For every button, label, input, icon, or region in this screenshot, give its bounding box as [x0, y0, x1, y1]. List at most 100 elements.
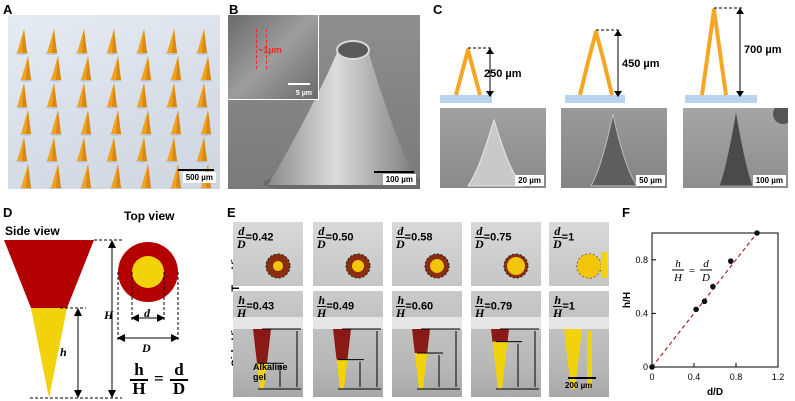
- svg-text:H: H: [673, 272, 683, 284]
- needle: [16, 137, 28, 163]
- data-point: [754, 230, 760, 236]
- needle: [46, 83, 58, 109]
- e-side-photo: h H =0.49: [313, 291, 383, 397]
- alkaline-gel-label: Alkaline gel: [253, 362, 288, 382]
- e-hH-ratio: h H =0.79: [475, 293, 513, 320]
- e-dD-ratio: d D =0.42: [237, 224, 274, 251]
- panel-label-e: E: [227, 205, 236, 220]
- side-cone-red: [4, 240, 94, 308]
- e-top-photo: d D =0.50: [313, 222, 383, 286]
- needle: [110, 56, 122, 82]
- panel-label-d: D: [3, 205, 13, 220]
- needle: [76, 137, 88, 163]
- x-axis-label: d/D: [707, 387, 723, 398]
- y-tick-label: 0.4: [635, 308, 648, 318]
- base-1: [440, 95, 492, 103]
- top-circle-yellow: [132, 256, 164, 288]
- x-tick-label: 0.4: [688, 372, 701, 382]
- needle: [110, 164, 122, 189]
- panel-c-sem-1: 20 µm: [440, 108, 546, 188]
- e-top-photo: d D =0.58: [392, 222, 462, 286]
- needle: [166, 83, 178, 109]
- needle: [20, 56, 32, 82]
- panel-a-scale-bar: [178, 169, 214, 171]
- svg-text:=: =: [689, 265, 695, 277]
- side-cone-yellow: [31, 308, 67, 398]
- e-top-photo: d D =0.75: [471, 222, 541, 286]
- d-symbol-D: D: [142, 341, 151, 355]
- needle: [80, 56, 92, 82]
- e-hH-ratio: h H =0.60: [396, 293, 434, 320]
- side-view-title: Side view: [5, 224, 60, 238]
- x-tick-label: 0.8: [730, 372, 743, 382]
- needle: [140, 110, 152, 136]
- needle: [200, 56, 212, 82]
- e-top-photo: d D =0.42: [233, 222, 303, 286]
- inset-annotation: ~1μm: [258, 45, 282, 55]
- needle: [20, 164, 32, 189]
- needle: [196, 29, 208, 55]
- e-top-photo: d D =1: [549, 222, 609, 286]
- eq-den-right: D: [172, 379, 186, 398]
- needle: [196, 137, 208, 163]
- d-symbol-H: H: [104, 308, 114, 322]
- top-view-title: Top view: [124, 209, 175, 223]
- needle: [50, 164, 62, 189]
- panel-b-scale-bar: [374, 171, 414, 173]
- x-tick-label: 0: [649, 372, 654, 382]
- cone-outline-2: [578, 30, 614, 96]
- inset-dashed-line-2: [266, 29, 267, 69]
- c2-scale: 50 µm: [636, 175, 665, 186]
- needle: [110, 110, 122, 136]
- needle: [140, 164, 152, 189]
- e-hH-ratio: h H =0.43: [237, 293, 275, 320]
- y-tick-label: 0.8: [635, 255, 648, 265]
- needle: [106, 29, 118, 55]
- svg-text:h: h: [675, 258, 681, 270]
- panel-b-sem: ~1μm 5 µm 100 µm: [228, 15, 420, 189]
- y-tick-label: 0: [643, 362, 648, 372]
- needle: [76, 29, 88, 55]
- e-hH-ratio: h H =0.49: [317, 293, 355, 320]
- base-2: [565, 95, 625, 103]
- d-equation: h H = d D: [128, 360, 198, 400]
- cone-outline-3: [700, 8, 728, 96]
- panel-c-diagram: [440, 7, 757, 103]
- needle: [16, 29, 28, 55]
- base-3: [685, 95, 757, 103]
- inset-scale-bar: [288, 83, 310, 85]
- height-label-3: 700 µm: [744, 44, 782, 56]
- needle: [80, 164, 92, 189]
- needle: [200, 110, 212, 136]
- needle: [136, 137, 148, 163]
- cone-outline-1: [454, 48, 482, 96]
- panel-b-inset: ~1μm 5 µm: [228, 15, 319, 100]
- y-axis-label: h/H: [622, 292, 633, 308]
- needle: [136, 83, 148, 109]
- needle: [170, 110, 182, 136]
- needle: [106, 83, 118, 109]
- needle: [170, 164, 182, 189]
- eq-num-right: d: [174, 360, 184, 379]
- needle: [50, 110, 62, 136]
- x-tick-label: 1.2: [772, 372, 785, 382]
- e-scale-bar: [568, 377, 596, 379]
- panel-a-scale: 500 µm: [182, 172, 216, 183]
- data-point: [693, 306, 699, 313]
- needle: [166, 29, 178, 55]
- data-point: [701, 298, 708, 305]
- panel-b-scale: 100 µm: [382, 174, 416, 185]
- panel-f-chart: 0 0.4 0.8 1.2 0 0.4 0.8 d/D h/H hH = dD: [622, 230, 785, 398]
- needle: [136, 29, 148, 55]
- eq-num-left: h: [134, 360, 144, 379]
- e-side-photo: h H =0.79: [471, 291, 541, 397]
- chart-annotation: hH = dD: [672, 258, 712, 284]
- e-hH-ratio: h H =1: [553, 293, 575, 320]
- height-label-1: 250 µm: [484, 68, 522, 80]
- needle: [170, 56, 182, 82]
- e-dD-ratio: d D =0.58: [396, 224, 433, 251]
- needle: [166, 137, 178, 163]
- data-point: [649, 364, 655, 370]
- svg-text:D: D: [701, 272, 710, 284]
- e-dD-ratio: d D =0.75: [475, 224, 512, 251]
